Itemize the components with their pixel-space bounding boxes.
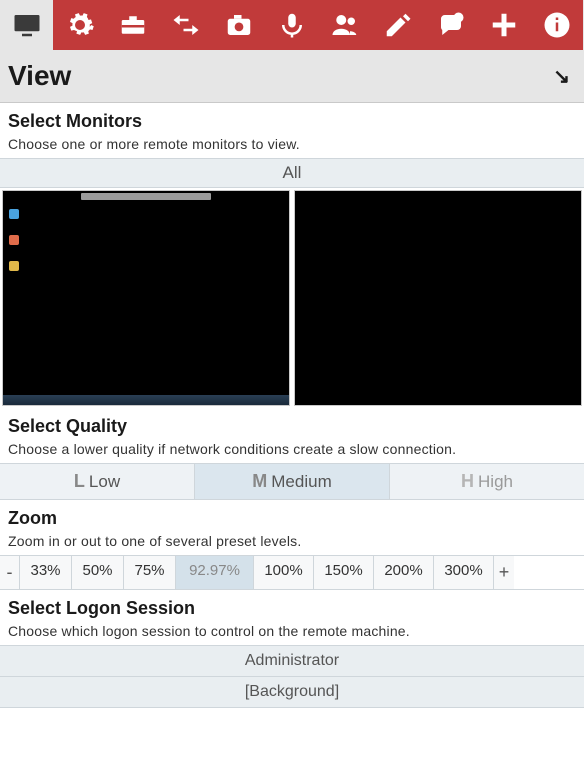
quality-high-button[interactable]: HHigh bbox=[390, 464, 584, 499]
zoom-out-button[interactable]: - bbox=[0, 556, 20, 589]
zoom-level-button[interactable]: 150% bbox=[314, 556, 374, 589]
info-icon[interactable] bbox=[530, 0, 583, 50]
zoom-levels: -33%50%75%92.97%100%150%200%300%+ bbox=[0, 555, 584, 590]
mic-icon[interactable] bbox=[265, 0, 318, 50]
zoom-section: Zoom Zoom in or out to one of several pr… bbox=[0, 500, 584, 555]
monitors-section: Select Monitors Choose one or more remot… bbox=[0, 103, 584, 158]
quality-letter: H bbox=[461, 471, 474, 491]
session-subtitle: Choose which logon session to control on… bbox=[8, 623, 576, 639]
quality-title: Select Quality bbox=[8, 416, 576, 437]
monitors-all-button[interactable]: All bbox=[0, 158, 584, 188]
zoom-level-button[interactable]: 50% bbox=[72, 556, 124, 589]
quality-label: High bbox=[478, 472, 513, 491]
monitor-thumbnail[interactable] bbox=[2, 190, 290, 406]
zoom-level-button[interactable]: 200% bbox=[374, 556, 434, 589]
zoom-subtitle: Zoom in or out to one of several preset … bbox=[8, 533, 576, 549]
quality-label: Medium bbox=[271, 472, 331, 491]
zoom-level-button[interactable]: 75% bbox=[124, 556, 176, 589]
session-title: Select Logon Session bbox=[8, 598, 576, 619]
monitor-thumbnails bbox=[0, 188, 584, 408]
gear-icon[interactable] bbox=[53, 0, 106, 50]
collapse-arrow-icon[interactable]: ↘ bbox=[553, 64, 576, 89]
session-section: Select Logon Session Choose which logon … bbox=[0, 590, 584, 645]
zoom-level-button[interactable]: 100% bbox=[254, 556, 314, 589]
pencil-icon[interactable] bbox=[371, 0, 424, 50]
view-header: View ↘ bbox=[0, 50, 584, 103]
zoom-in-button[interactable]: + bbox=[494, 556, 514, 589]
monitor-thumbnail[interactable] bbox=[294, 190, 582, 406]
session-option[interactable]: [Background] bbox=[0, 677, 584, 708]
plus-icon[interactable] bbox=[477, 0, 530, 50]
people-icon[interactable] bbox=[318, 0, 371, 50]
monitors-title: Select Monitors bbox=[8, 111, 576, 132]
camera-icon[interactable] bbox=[212, 0, 265, 50]
swap-icon[interactable] bbox=[159, 0, 212, 50]
quality-letter: M bbox=[252, 471, 267, 491]
quality-section: Select Quality Choose a lower quality if… bbox=[0, 408, 584, 463]
session-list: Administrator[Background] bbox=[0, 645, 584, 708]
toolbox-icon[interactable] bbox=[106, 0, 159, 50]
toolbar bbox=[0, 0, 584, 50]
page-title: View bbox=[8, 60, 71, 92]
session-option[interactable]: Administrator bbox=[0, 645, 584, 677]
monitors-subtitle: Choose one or more remote monitors to vi… bbox=[8, 136, 576, 152]
zoom-title: Zoom bbox=[8, 508, 576, 529]
monitor-icon[interactable] bbox=[0, 0, 53, 50]
zoom-level-button[interactable]: 33% bbox=[20, 556, 72, 589]
quality-letter: L bbox=[74, 471, 85, 491]
zoom-level-button[interactable]: 92.97% bbox=[176, 556, 254, 589]
quality-label: Low bbox=[89, 472, 120, 491]
quality-subtitle: Choose a lower quality if network condit… bbox=[8, 441, 576, 457]
zoom-level-button[interactable]: 300% bbox=[434, 556, 494, 589]
chat-icon[interactable] bbox=[424, 0, 477, 50]
quality-low-button[interactable]: LLow bbox=[0, 464, 195, 499]
quality-options: LLowMMediumHHigh bbox=[0, 463, 584, 500]
quality-medium-button[interactable]: MMedium bbox=[195, 464, 390, 499]
